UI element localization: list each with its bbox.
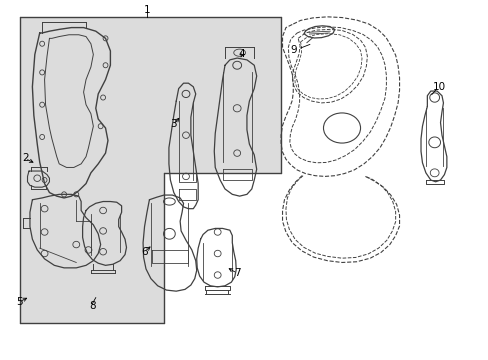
Text: 8: 8	[89, 301, 96, 311]
Text: 3: 3	[170, 120, 177, 129]
Polygon shape	[20, 17, 281, 323]
Text: 9: 9	[289, 45, 296, 55]
Text: 10: 10	[432, 82, 445, 92]
Text: 7: 7	[233, 268, 240, 278]
Text: 6: 6	[141, 247, 147, 257]
Text: 4: 4	[238, 49, 245, 59]
Text: 5: 5	[16, 297, 22, 307]
Text: 1: 1	[143, 5, 150, 15]
Text: 2: 2	[22, 153, 28, 163]
